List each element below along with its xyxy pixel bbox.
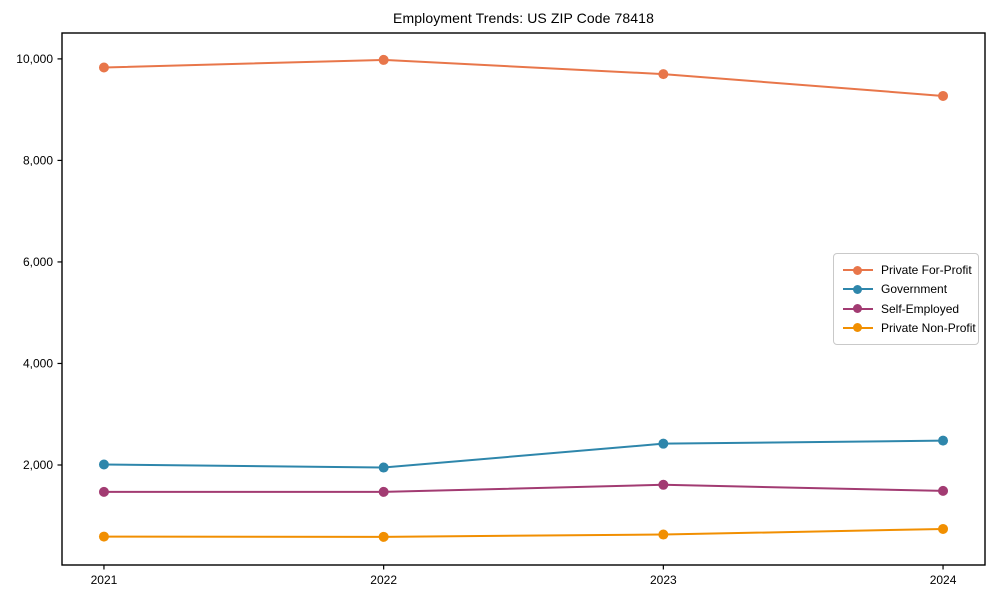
legend-label-private-non-profit: Private Non-Profit: [881, 320, 976, 335]
data-point-self-employed-2024: [938, 485, 949, 496]
legend-line-marker-icon: [843, 322, 873, 333]
data-point-government-2023: [658, 438, 669, 449]
legend-line-marker-icon: [843, 303, 873, 314]
y-tick-label: 8,000: [23, 153, 53, 167]
data-point-private-for-profit-2022: [378, 54, 389, 65]
plot-frame: [61, 32, 986, 566]
x-tick-label: 2023: [650, 573, 677, 587]
y-tick-label: 10,000: [16, 52, 53, 66]
data-point-self-employed-2021: [98, 486, 109, 497]
data-point-government-2022: [378, 462, 389, 473]
legend-label-private-for-profit: Private For-Profit: [881, 263, 972, 277]
x-tick-label: 2024: [930, 573, 957, 587]
data-point-private-non-profit-2022: [378, 531, 389, 542]
data-point-government-2021: [98, 459, 109, 470]
data-point-private-non-profit-2021: [98, 531, 109, 542]
y-tick-label: 2,000: [23, 458, 53, 472]
chart-title: Employment Trends: US ZIP Code 78418: [393, 10, 654, 26]
legend-item-self-employed: Self-Employed: [843, 300, 970, 318]
series-line-private-for-profit: [103, 58, 944, 97]
data-point-private-for-profit-2024: [938, 90, 949, 101]
legend-item-private-for-profit: Private For-Profit: [843, 261, 972, 279]
y-tick-label: 4,000: [23, 356, 53, 370]
data-point-self-employed-2023: [658, 479, 669, 490]
legend-line-marker-icon: [843, 284, 873, 295]
series-line-self-employed: [103, 483, 944, 493]
data-point-private-for-profit-2023: [658, 69, 669, 80]
legend-line-marker-icon: [843, 265, 873, 276]
x-tick-label: 2021: [91, 573, 118, 587]
x-tick-label: 2022: [370, 573, 397, 587]
data-point-private-for-profit-2021: [98, 62, 109, 73]
legend-item-private-non-profit: Private Non-Profit: [843, 319, 976, 337]
legend-item-government: Government: [843, 280, 970, 298]
legend-label-government: Government: [881, 282, 948, 297]
series-line-private-non-profit: [103, 527, 944, 538]
series-line-government: [103, 439, 944, 469]
y-tick-label: 6,000: [23, 255, 53, 269]
data-point-self-employed-2022: [378, 486, 389, 497]
legend: Private For-Profit Government Self-Employe…: [833, 253, 979, 345]
data-point-private-non-profit-2023: [658, 529, 669, 540]
data-point-private-non-profit-2024: [938, 523, 949, 534]
legend-label-self-employed: Self-Employed: [881, 301, 960, 316]
data-point-government-2024: [938, 435, 949, 446]
